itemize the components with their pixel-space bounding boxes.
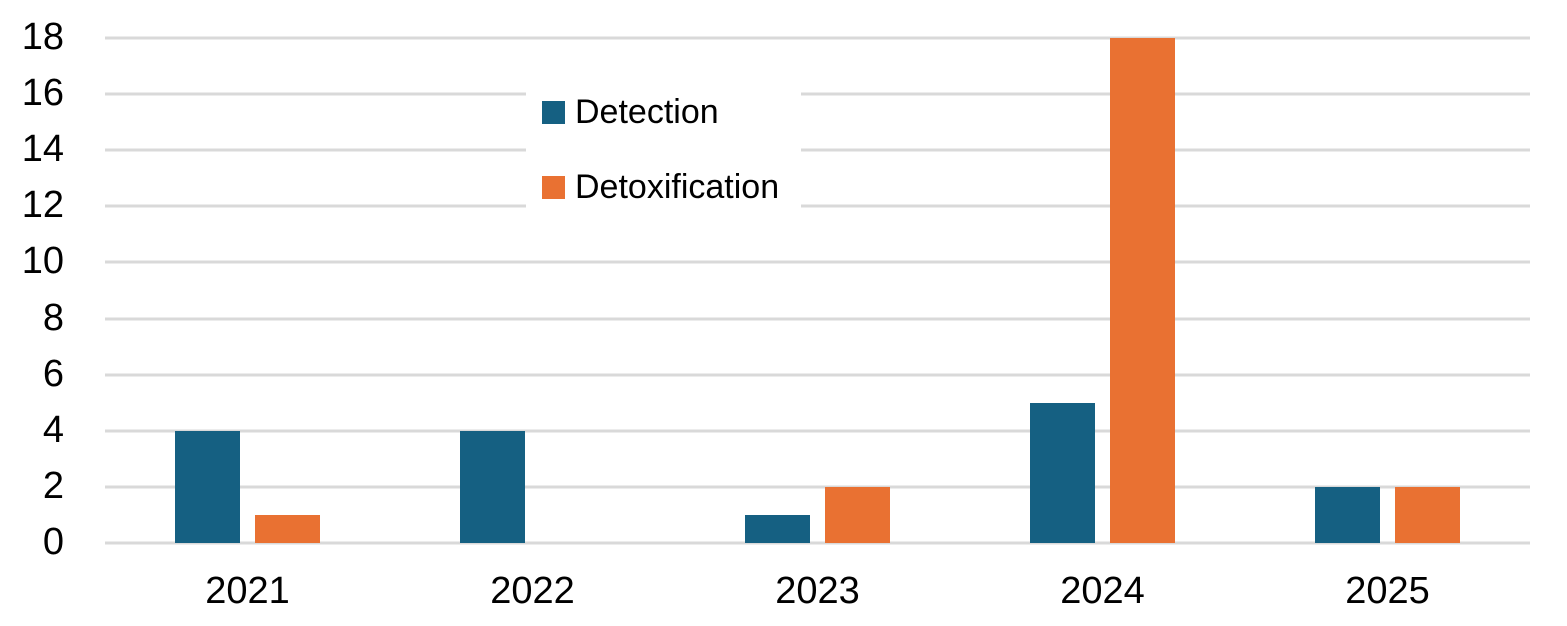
- bar-detection-2022: [460, 430, 525, 543]
- bar-detection-2023: [745, 514, 810, 543]
- bar-detoxification-2023: [825, 486, 890, 543]
- bar-detoxification-2025: [1395, 486, 1460, 543]
- x-tick-label: 2021: [205, 570, 290, 612]
- legend: Detection Detoxification: [526, 78, 802, 223]
- x-tick-label: 2023: [775, 570, 860, 612]
- gridline: [105, 485, 1530, 489]
- y-tick-label: 12: [21, 184, 64, 227]
- bar-detection-2021: [175, 430, 240, 543]
- bar-detection-2024: [1030, 402, 1095, 543]
- gridline: [105, 541, 1530, 545]
- bar-detection-2025: [1315, 486, 1380, 543]
- legend-label: Detection: [575, 93, 719, 131]
- y-tick-label: 18: [21, 16, 64, 59]
- y-tick-label: 2: [42, 465, 64, 508]
- legend-swatch-icon: [542, 175, 565, 199]
- y-tick-label: 6: [42, 352, 64, 395]
- gridline: [105, 36, 1530, 40]
- legend-item-detoxification: Detoxification: [542, 167, 779, 207]
- bar-detoxification-2021: [255, 514, 320, 543]
- gridline: [105, 148, 1530, 152]
- bar-detoxification-2024: [1110, 38, 1175, 543]
- gridline: [105, 317, 1530, 321]
- x-tick-label: 2025: [1345, 570, 1430, 612]
- y-tick-label: 8: [42, 296, 64, 339]
- y-tick-label: 14: [21, 128, 64, 171]
- x-tick-label: 2024: [1060, 570, 1145, 612]
- gridline: [105, 429, 1530, 433]
- legend-swatch-icon: [542, 100, 565, 124]
- y-tick-label: 4: [42, 409, 64, 452]
- legend-item-detection: Detection: [542, 92, 779, 132]
- legend-label: Detoxification: [575, 168, 780, 206]
- y-tick-label: 16: [21, 72, 64, 115]
- y-tick-label: 10: [21, 240, 64, 283]
- gridline: [105, 373, 1530, 377]
- gridline: [105, 204, 1530, 208]
- gridline: [105, 92, 1530, 96]
- x-tick-label: 2022: [490, 570, 575, 612]
- y-tick-label: 0: [42, 521, 64, 564]
- gridline: [105, 260, 1530, 264]
